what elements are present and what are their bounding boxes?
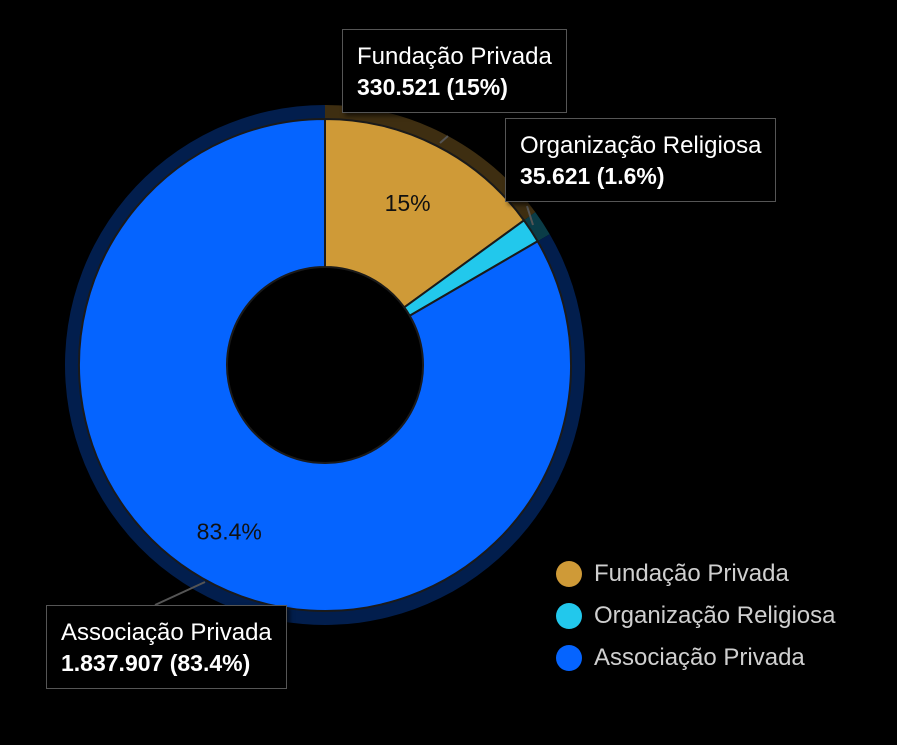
slice-label-layer: 15% 83.4% [197, 190, 431, 545]
tooltip-value: 1.837.907 (83.4%) [61, 650, 251, 676]
slice-associacao-privada[interactable] [78, 117, 572, 612]
legend-item-fundacao-privada[interactable]: Fundação Privada [556, 553, 835, 595]
legend-item-organizacao-religiosa[interactable]: Organização Religiosa [556, 595, 835, 637]
tooltip-category-name: Fundação Privada [357, 43, 552, 70]
tooltip-category-name: Associação Privada [61, 619, 272, 646]
tooltip-value: 330.521 (15%) [357, 74, 508, 100]
legend-item-associacao-privada[interactable]: Associação Privada [556, 637, 835, 679]
legend-swatch [556, 561, 582, 587]
legend-swatch [556, 645, 582, 671]
legend-label: Associação Privada [594, 644, 805, 671]
legend-swatch [556, 603, 582, 629]
tooltip-category-name: Organização Religiosa [520, 132, 762, 159]
callout-connector-associacao-privada [154, 581, 206, 606]
tooltip-value: 35.621 (1.6%) [520, 163, 665, 189]
tooltip-organizacao-religiosa: Organização Religiosa 35.621 (1.6%) [505, 118, 777, 202]
tooltip-fundacao-privada: Fundação Privada 330.521 (15%) [342, 29, 567, 113]
slice-fundacao-privada[interactable] [324, 117, 526, 309]
halo-organizacao-religiosa [522, 212, 550, 243]
legend-label: Fundação Privada [594, 560, 789, 587]
callout-connector-fundacao-privada [439, 135, 449, 144]
legend-label: Organização Religiosa [594, 602, 836, 629]
tooltip-associacao-privada: Associação Privada 1.837.907 (83.4%) [46, 605, 287, 689]
slice-label-fundacao-privada: 15% [385, 190, 431, 216]
callout-connector-layer [154, 135, 534, 606]
callout-connector-organizacao-religiosa [526, 205, 534, 226]
slice-label-associacao-privada: 83.4% [197, 518, 262, 544]
legend: Fundação Privada Organização Religiosa A… [556, 553, 835, 679]
slice-layer [78, 117, 572, 612]
